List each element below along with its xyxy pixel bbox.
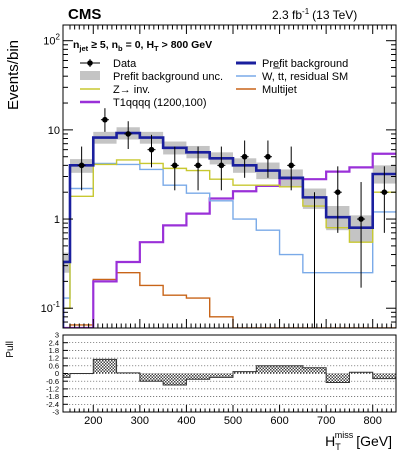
- luminosity-label: 2.3 fb-1 (13 TeV): [272, 7, 357, 22]
- x-tick-label: 500: [224, 415, 242, 427]
- pull-y-tick-label: 0.6: [49, 361, 59, 370]
- y-tick-label: 10-1: [41, 300, 61, 315]
- legend-entry-unc: Prefit background unc.: [80, 71, 223, 83]
- x-tick-label: 300: [131, 415, 149, 427]
- legend-label-prefit: Prefit background: [262, 58, 348, 70]
- pull-y-axis-label: Pull: [5, 341, 16, 358]
- x-axis-label: HTmiss [GeV]: [325, 430, 392, 452]
- pull-bar: [256, 365, 280, 374]
- data-point: [265, 153, 271, 160]
- pull-y-tick-label: -1.8: [46, 392, 59, 401]
- pull-y-tick-label: -3: [52, 408, 59, 417]
- series-line-wtt: [63, 162, 396, 328]
- data-point: [78, 162, 85, 169]
- data-point: [195, 162, 201, 169]
- main-axes: 10-1 1 10 102: [41, 25, 397, 329]
- pull-plot-area: [62, 342, 397, 405]
- data-point: [218, 162, 225, 169]
- x-tick-label: 200: [84, 415, 102, 427]
- pull-y-tick-label: -1.2: [46, 385, 59, 394]
- series-line-zinv: [63, 159, 396, 328]
- pull-bar: [163, 373, 187, 386]
- pull-bar: [186, 373, 210, 380]
- selection-label: njet ≥ 5, nb = 0, HT > 800 GeV: [73, 39, 212, 53]
- x-tick-label: 400: [177, 415, 195, 427]
- legend-label-zinv: Z→ inv.: [113, 84, 150, 96]
- pull-y-tick-label: 1.2: [49, 354, 59, 363]
- legend-label-signal: T1qqqq (1200,100): [113, 97, 207, 109]
- y-tick-label: 10: [48, 125, 60, 137]
- x-tick-label: 600: [270, 415, 288, 427]
- data-point: [334, 189, 341, 196]
- series-line-prefit: [63, 131, 396, 328]
- pull-y-tick-label: 2.4: [49, 338, 59, 347]
- pull-axes: 32.41.81.20.60-0.6-1.2-1.8-2.4-3 200 300 40…: [46, 331, 397, 427]
- experiment-label: CMS: [68, 6, 101, 23]
- legend-entry-data: Data: [80, 58, 137, 70]
- pull-outline: [62, 358, 397, 386]
- pull-y-tick-label: 1.8: [49, 346, 59, 355]
- pull-y-tick-label: 3: [55, 331, 59, 340]
- legend-label-unc: Prefit background unc.: [113, 71, 223, 83]
- legend-label-wtt: W, tt, residual SM: [262, 71, 348, 83]
- pull-y-tick-label: 0: [55, 369, 59, 378]
- pull-y-tick-label: -0.6: [46, 377, 59, 386]
- y-tick-label: 1: [54, 214, 60, 226]
- data-point: [288, 162, 295, 169]
- pull-bar: [279, 365, 303, 374]
- pull-bar: [63, 373, 70, 378]
- pull-bar: [139, 373, 164, 382]
- legend-entry-wtt: W, tt, residual SM: [236, 67, 348, 83]
- main-plot-area: [63, 127, 396, 328]
- pull-panel: 32.41.81.20.60-0.6-1.2-1.8-2.4-3 200 300 40…: [5, 331, 397, 452]
- pull-bar: [326, 373, 350, 383]
- pull-bar: [232, 371, 257, 374]
- pull-y-tick-label: -2.4: [46, 400, 59, 409]
- x-tick-label: 800: [364, 415, 382, 427]
- data-point: [381, 189, 388, 196]
- data-point: [148, 146, 155, 153]
- pull-bar: [209, 373, 233, 378]
- data-point: [171, 162, 178, 169]
- main-panel: 10-1 1 10 102 CMS 2.3 fb-1 (13 TeV) njet ≥ 5,…: [5, 6, 397, 329]
- pull-bar: [93, 359, 117, 374]
- legend-entry-zinv: Z→ inv.: [80, 84, 150, 96]
- legend-label-data: Data: [113, 58, 137, 70]
- y-axis-label: Events/bin: [5, 40, 22, 110]
- legend-label-multijet: Multijet: [262, 84, 297, 96]
- pull-bar: [349, 372, 373, 374]
- data-point: [125, 131, 132, 137]
- series-line-signal: [63, 152, 396, 328]
- x-tick-label: 700: [317, 415, 335, 427]
- legend-entry-multijet: Multijet: [236, 84, 297, 96]
- pull-bar: [372, 373, 396, 379]
- legend-entry-prefit: Prefit background: [236, 58, 348, 70]
- data-point: [241, 153, 248, 160]
- y-tick-label: 102: [43, 33, 60, 48]
- data-point: [358, 216, 364, 222]
- data-point: [102, 116, 108, 123]
- pull-bar: [302, 367, 327, 374]
- legend-entry-signal: T1qqqq (1200,100): [80, 97, 207, 109]
- legend: Data Prefit background Prefit background…: [80, 58, 348, 109]
